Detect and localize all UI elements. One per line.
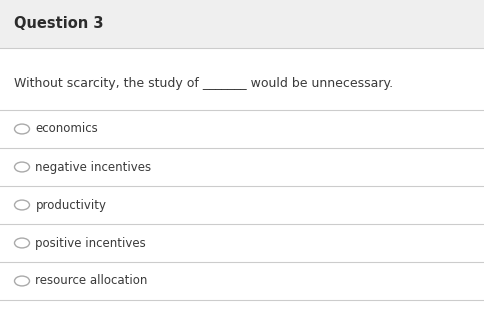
Text: Question 3: Question 3 — [14, 17, 103, 31]
Text: economics: economics — [35, 122, 98, 135]
Text: negative incentives: negative incentives — [35, 161, 151, 174]
Text: positive incentives: positive incentives — [35, 237, 146, 250]
Text: resource allocation: resource allocation — [35, 274, 148, 287]
Text: productivity: productivity — [35, 198, 106, 211]
Bar — [0, 0, 484, 48]
Text: Without scarcity, the study of _______ would be unnecessary.: Without scarcity, the study of _______ w… — [14, 78, 393, 91]
